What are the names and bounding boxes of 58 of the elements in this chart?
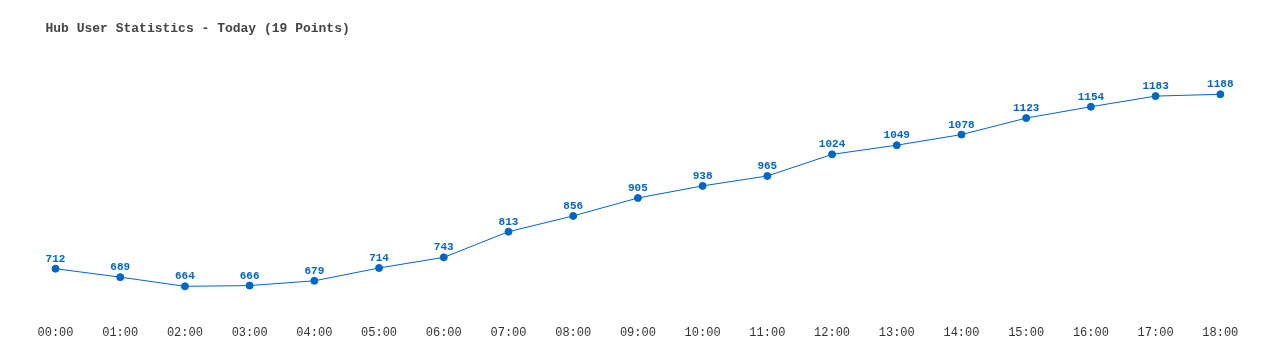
- data-label: 689: [110, 261, 131, 274]
- x-tick-label: 11:00: [749, 325, 786, 340]
- point: [828, 150, 837, 159]
- data-label: 743: [433, 241, 455, 254]
- x-tick-label: 07:00: [490, 325, 527, 340]
- data-label: 679: [304, 264, 325, 277]
- point: [310, 276, 319, 285]
- point: [116, 273, 125, 282]
- x-tick-label: 14:00: [943, 325, 980, 340]
- x-tick-label: 16:00: [1072, 325, 1109, 340]
- point: [957, 130, 966, 139]
- x-tick-label: 09:00: [619, 325, 656, 340]
- data-label: 1123: [1012, 102, 1040, 115]
- data-label: 965: [757, 159, 778, 172]
- x-tick-label: 01:00: [102, 325, 139, 340]
- point: [569, 211, 578, 220]
- x-tick-label: 18:00: [1202, 325, 1239, 340]
- data-label: 1024: [818, 138, 846, 151]
- data-label: 714: [369, 251, 390, 264]
- data-label: 1183: [1142, 80, 1170, 93]
- point: [1022, 114, 1031, 123]
- x-tick-label: 15:00: [1008, 325, 1045, 340]
- point: [1151, 92, 1160, 101]
- data-label: 905: [628, 181, 649, 194]
- x-tick-label: 10:00: [684, 325, 721, 340]
- x-tick-label: 04:00: [296, 325, 333, 340]
- data-label: 664: [175, 270, 196, 283]
- x-tick-label: 06:00: [425, 325, 462, 340]
- data-label: 813: [498, 215, 519, 228]
- point: [1086, 102, 1095, 111]
- point: [51, 264, 60, 273]
- x-tick-label: 12:00: [814, 325, 851, 340]
- point: [1216, 90, 1225, 99]
- x-tick-label: 03:00: [231, 325, 268, 340]
- x-tick-label: 02:00: [166, 325, 203, 340]
- data-label: 1188: [1207, 78, 1234, 91]
- point: [633, 193, 642, 202]
- data-label: 712: [45, 252, 66, 265]
- chart-title: Hub User Statistics - Today (19 Points): [45, 20, 350, 36]
- x-tick-label: 08:00: [555, 325, 592, 340]
- data-label: 1078: [948, 118, 976, 131]
- x-tick-label: 00:00: [37, 325, 74, 340]
- data-label: 1049: [883, 129, 910, 142]
- x-tick-label: 13:00: [878, 325, 915, 340]
- data-label: 666: [239, 269, 260, 282]
- point: [763, 172, 772, 180]
- point: [892, 141, 901, 150]
- data-label: 856: [563, 199, 584, 212]
- data-label: 938: [692, 169, 713, 182]
- point: [439, 253, 448, 262]
- point: [698, 181, 707, 190]
- point: [375, 263, 384, 272]
- x-tick-label: 17:00: [1137, 325, 1174, 340]
- x-tick-label: 05:00: [361, 325, 398, 340]
- point: [180, 282, 189, 291]
- point: [245, 281, 254, 290]
- point: [504, 227, 513, 236]
- data-label: 1154: [1077, 90, 1105, 103]
